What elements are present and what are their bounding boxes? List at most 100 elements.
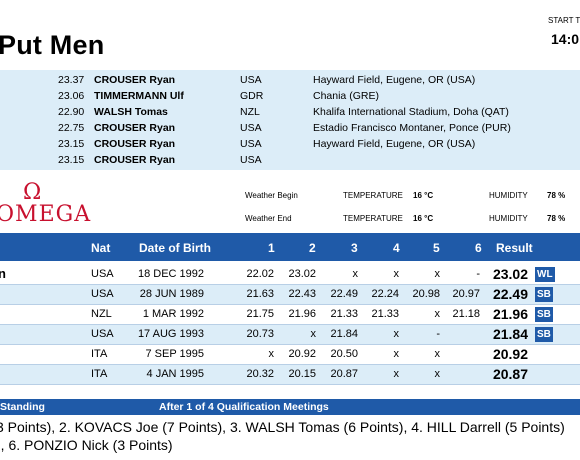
- nat-cell: ITA: [91, 368, 108, 380]
- record-mark: 23.15: [58, 138, 85, 150]
- result-cell: 20.87: [492, 366, 528, 382]
- attempt-cell: 21.18: [452, 308, 480, 320]
- attempt-cell: x: [268, 348, 275, 360]
- attempt-cell: 22.24: [371, 288, 399, 300]
- record-row: 23.06 TIMMERMANN Ulf GDR Chania (GRE): [0, 88, 580, 104]
- table-row: ITA 4 JAN 1995 20.32 20.15 20.87 x x 20.…: [0, 365, 580, 384]
- athlete-name: n: [0, 266, 6, 281]
- humidity-end-value: 78 %: [547, 214, 566, 223]
- record-nat: GDR: [240, 90, 264, 102]
- record-athlete: CROUSER Ryan: [94, 122, 176, 134]
- attempt-cell: 21.75: [246, 308, 274, 320]
- attempt-cell: 20.98: [412, 288, 440, 300]
- record-badge: SB: [535, 287, 553, 302]
- attempt-cell: 21.96: [288, 308, 316, 320]
- attempt-cell: x: [434, 368, 441, 380]
- row-divider: [0, 324, 580, 325]
- record-athlete: TIMMERMANN Ulf: [94, 90, 184, 102]
- record-badge: WL: [535, 267, 555, 282]
- record-athlete: CROUSER Ryan: [94, 154, 176, 166]
- col-attempt-4: 4: [393, 241, 400, 255]
- attempt-cell: 20.15: [288, 368, 316, 380]
- attempt-cell: 20.97: [452, 288, 480, 300]
- dob-cell: 7 SEP 1995: [145, 348, 204, 360]
- table-row: NZL 1 MAR 1992 21.75 21.96 21.33 21.33 x…: [0, 305, 580, 324]
- row-divider: [0, 364, 580, 365]
- record-nat: NZL: [240, 106, 260, 118]
- record-mark: 23.15: [58, 154, 85, 166]
- temperature-label: TEMPERATURE: [343, 191, 403, 200]
- attempt-cell: x: [310, 328, 317, 340]
- col-dob: Date of Birth: [139, 241, 211, 255]
- result-cell: 20.92: [492, 346, 528, 362]
- nat-cell: NZL: [91, 308, 112, 320]
- attempt-cell: 20.50: [330, 348, 358, 360]
- weather-end-label: Weather End: [245, 214, 292, 223]
- col-attempt-2: 2: [309, 241, 316, 255]
- col-nat: Nat: [91, 241, 111, 255]
- attempt-cell: 21.33: [371, 308, 399, 320]
- record-mark: 22.75: [58, 122, 85, 134]
- result-cell: 21.84: [492, 326, 528, 342]
- record-nat: USA: [240, 154, 262, 166]
- results-table-header: Nat Date of Birth 1 2 3 4 5 6 Result: [0, 233, 580, 261]
- standing-list: 3 Points), 2. KOVACS Joe (7 Points), 3. …: [0, 418, 580, 454]
- standing-subtitle: After 1 of 4 Qualification Meetings: [159, 401, 329, 413]
- record-row: 23.15 CROUSER Ryan USA Hayward Field, Eu…: [0, 136, 580, 152]
- record-nat: USA: [240, 74, 262, 86]
- attempt-cell: x: [434, 268, 441, 280]
- temperature-label: TEMPERATURE: [343, 214, 403, 223]
- attempt-cell: x: [352, 268, 359, 280]
- result-cell: 22.49: [492, 286, 528, 302]
- humidity-label: HUMIDITY: [489, 191, 528, 200]
- standing-header: Standing After 1 of 4 Qualification Meet…: [0, 399, 580, 415]
- temperature-begin-value: 16 °C: [413, 191, 434, 200]
- row-divider: [0, 344, 580, 345]
- page-title: Put Men: [0, 30, 105, 60]
- dob-cell: 18 DEC 1992: [137, 268, 204, 280]
- record-badge: SB: [535, 327, 553, 342]
- standing-line: ), 6. PONZIO Nick (3 Points): [0, 437, 173, 453]
- record-venue: Hayward Field, Eugene, OR (USA): [313, 138, 476, 150]
- records-panel: 23.37 CROUSER Ryan USA Hayward Field, Eu…: [0, 70, 580, 170]
- col-attempt-1: 1: [268, 241, 275, 255]
- record-venue: Estadio Francisco Montaner, Ponce (PUR): [313, 122, 511, 134]
- humidity-begin-value: 78 %: [547, 191, 566, 200]
- omega-symbol-icon: Ω: [23, 180, 42, 205]
- record-nat: USA: [240, 138, 262, 150]
- attempt-cell: 20.87: [330, 368, 358, 380]
- attempt-cell: 22.49: [330, 288, 358, 300]
- attempt-cell: 20.73: [246, 328, 274, 340]
- attempt-cell: -: [476, 268, 480, 280]
- nat-cell: USA: [91, 268, 114, 280]
- record-athlete: CROUSER Ryan: [94, 138, 176, 150]
- record-athlete: CROUSER Ryan: [94, 74, 176, 86]
- nat-cell: USA: [91, 328, 114, 340]
- attempt-cell: 20.32: [246, 368, 274, 380]
- col-attempt-3: 3: [351, 241, 358, 255]
- attempt-cell: 20.92: [288, 348, 316, 360]
- record-venue: Khalifa International Stadium, Doha (QAT…: [313, 106, 509, 118]
- attempt-cell: -: [436, 328, 440, 340]
- start-time-label: START T: [548, 16, 580, 25]
- col-attempt-6: 6: [475, 241, 482, 255]
- table-row: ITA 7 SEP 1995 x 20.92 20.50 x x 20.92: [0, 345, 580, 364]
- dob-cell: 17 AUG 1993: [137, 328, 204, 340]
- attempt-cell: 22.43: [288, 288, 316, 300]
- start-time-value: 14:0: [551, 31, 580, 47]
- standing-label: Standing: [0, 401, 45, 413]
- standing-line: 3 Points), 2. KOVACS Joe (7 Points), 3. …: [0, 419, 565, 435]
- nat-cell: ITA: [91, 348, 108, 360]
- record-mark: 23.37: [58, 74, 85, 86]
- result-cell: 21.96: [492, 306, 528, 322]
- record-row: 23.37 CROUSER Ryan USA Hayward Field, Eu…: [0, 72, 580, 88]
- record-row: 22.75 CROUSER Ryan USA Estadio Francisco…: [0, 120, 580, 136]
- attempt-cell: 23.02: [288, 268, 316, 280]
- row-divider: [0, 304, 580, 305]
- row-divider: [0, 384, 580, 385]
- dob-cell: 28 JUN 1989: [139, 288, 204, 300]
- attempt-cell: x: [434, 308, 441, 320]
- humidity-label: HUMIDITY: [489, 214, 528, 223]
- table-row: n USA 18 DEC 1992 22.02 23.02 x x x - 23…: [0, 265, 580, 284]
- omega-wordmark: OMEGA: [0, 202, 92, 227]
